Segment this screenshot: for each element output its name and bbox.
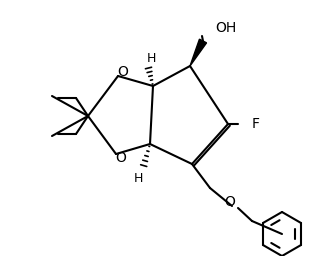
Text: F: F	[252, 117, 260, 131]
Text: O: O	[225, 195, 236, 209]
Text: H: H	[146, 51, 156, 65]
Text: O: O	[118, 65, 128, 79]
Text: H: H	[133, 172, 143, 185]
Text: OH: OH	[215, 21, 236, 35]
Text: O: O	[116, 151, 126, 165]
Polygon shape	[190, 39, 206, 66]
